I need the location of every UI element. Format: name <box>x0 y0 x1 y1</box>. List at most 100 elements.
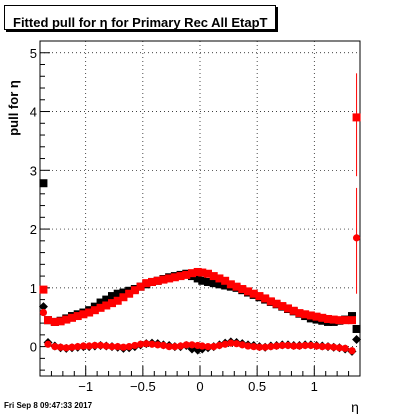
data-point-circle <box>39 308 48 317</box>
data-point-circle <box>352 234 361 242</box>
y-tick-label: 0 <box>30 340 37 355</box>
x-tick-label: −1 <box>78 379 93 394</box>
data-point-square <box>130 286 139 295</box>
data-point-square <box>125 289 134 298</box>
x-tick-label: 1 <box>311 379 318 394</box>
data-point-circle <box>210 343 218 351</box>
data-point-circle <box>250 343 258 351</box>
data-point-square <box>289 306 298 315</box>
data-point-square <box>312 312 321 321</box>
data-point-circle <box>62 344 70 352</box>
data-point-circle <box>318 343 326 351</box>
data-point-square <box>56 317 65 326</box>
data-point-circle <box>255 343 264 351</box>
axis-ticks <box>39 52 361 376</box>
data-point-square <box>198 268 207 277</box>
data-point-square <box>329 315 338 324</box>
data-point-circle <box>182 341 190 349</box>
data-point-circle <box>261 343 269 351</box>
data-point-square <box>90 306 99 315</box>
x-axis-label: η <box>351 399 359 414</box>
data-point-square <box>193 267 202 276</box>
data-point-square <box>209 272 218 281</box>
data-point-circle <box>324 343 332 351</box>
data-point-circle <box>335 344 344 352</box>
data-point-square <box>39 285 48 294</box>
data-point-circle <box>267 343 275 351</box>
data-point-square <box>244 287 252 296</box>
data-point-circle <box>131 341 139 350</box>
data-point-square <box>348 312 356 321</box>
data-point-diamond <box>38 302 48 312</box>
data-point-circle <box>176 342 185 350</box>
data-point-square <box>113 289 122 298</box>
data-point-square <box>73 312 82 321</box>
data-point-circle <box>68 343 76 351</box>
data-point-circle <box>171 343 179 351</box>
data-point-square <box>79 310 88 319</box>
data-point-square <box>272 299 281 308</box>
data-markers <box>38 113 362 356</box>
x-tick-label: 0.5 <box>248 379 266 394</box>
data-point-square <box>306 311 315 320</box>
data-point-circle <box>114 343 122 351</box>
data-point-square <box>108 299 116 308</box>
data-point-square <box>352 113 361 122</box>
data-point-square <box>102 295 111 304</box>
data-point-circle <box>312 342 321 350</box>
y-tick-label: 5 <box>30 46 37 61</box>
data-point-square <box>96 303 105 312</box>
y-tick-label: 2 <box>30 222 37 237</box>
data-point-square <box>221 276 230 285</box>
data-point-square <box>170 273 179 282</box>
data-point-square <box>232 282 241 291</box>
data-point-circle <box>295 342 304 350</box>
data-point-square <box>96 298 105 307</box>
data-point-circle <box>96 341 105 350</box>
tick-labels: −1 −0.5 0 0.5 1 0 1 2 3 4 5 <box>30 46 318 394</box>
data-point-square <box>108 292 116 301</box>
data-point-square <box>255 292 264 301</box>
data-point-circle <box>244 342 252 350</box>
data-point-circle <box>221 340 229 348</box>
data-point-circle <box>79 342 88 350</box>
data-point-square <box>39 179 48 188</box>
data-point-circle <box>51 343 59 351</box>
data-point-circle <box>74 343 82 351</box>
data-point-circle <box>44 340 52 348</box>
data-point-square <box>221 281 230 290</box>
data-point-square <box>301 310 310 319</box>
data-point-square <box>142 279 151 288</box>
data-point-circle <box>188 341 196 349</box>
data-point-circle <box>125 343 133 351</box>
data-point-square <box>102 301 111 310</box>
data-point-circle <box>307 341 315 350</box>
data-point-circle <box>136 340 145 348</box>
data-point-circle <box>159 341 168 350</box>
data-point-circle <box>56 343 65 351</box>
data-point-square <box>204 277 212 286</box>
data-point-circle <box>348 347 356 355</box>
data-point-circle <box>284 341 292 350</box>
data-point-circle <box>204 343 212 351</box>
timestamp-footer: Fri Sep 8 09:47:33 2017 <box>4 401 93 410</box>
data-point-square <box>198 276 207 285</box>
data-point-circle <box>165 343 173 351</box>
y-tick-label: 4 <box>30 105 37 120</box>
data-point-square <box>341 316 350 325</box>
y-tick-label: 3 <box>30 163 37 178</box>
data-point-square <box>182 270 191 279</box>
data-point-circle <box>232 340 241 348</box>
data-point-circle <box>154 341 162 349</box>
data-point-circle <box>148 340 156 348</box>
data-point-circle <box>215 341 224 350</box>
chart-title: Fitted pull for η for Primary Rec All Et… <box>13 15 268 30</box>
data-point-square <box>50 317 59 326</box>
data-point-square <box>284 304 292 313</box>
chart-title-box: Fitted pull for η for Primary Rec All Et… <box>4 5 276 30</box>
data-point-square <box>335 316 344 325</box>
data-point-square <box>44 316 52 325</box>
data-point-square <box>62 315 71 324</box>
data-point-square <box>215 280 224 289</box>
data-point-square <box>226 280 235 289</box>
